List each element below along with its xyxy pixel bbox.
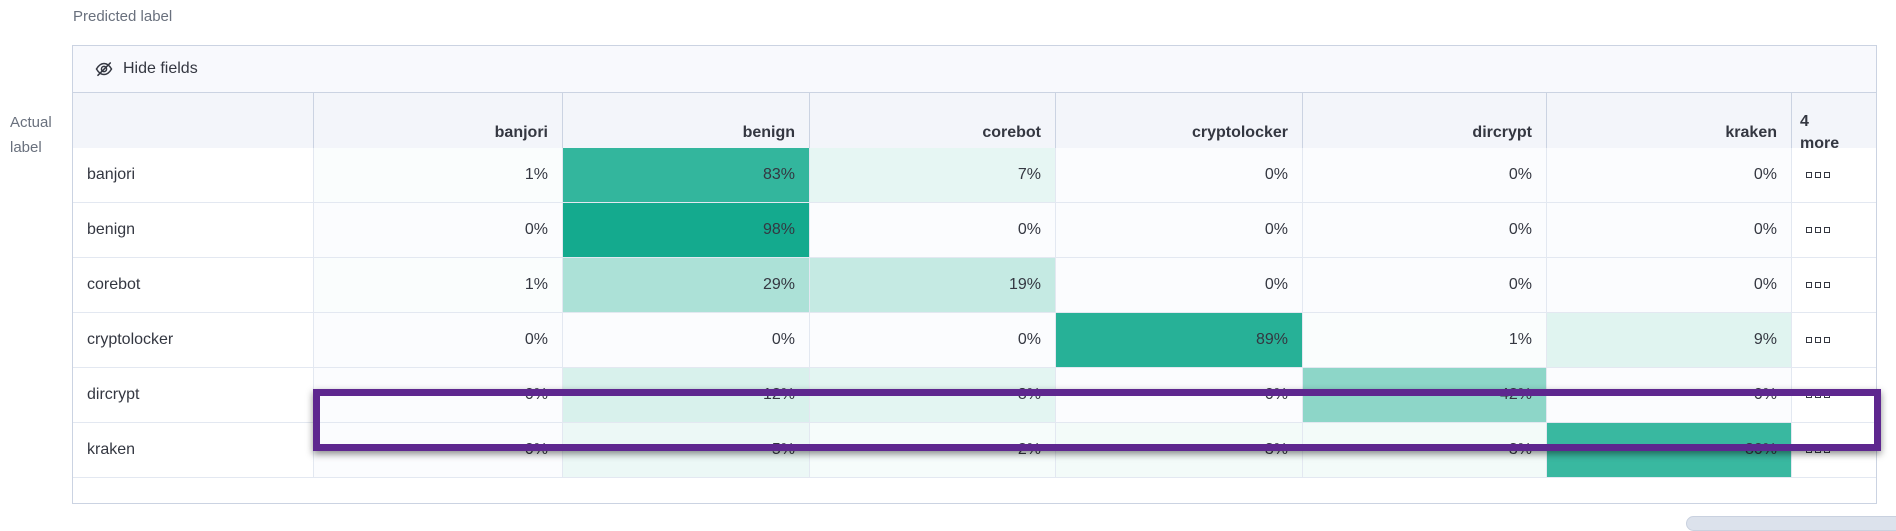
row-actions-button-corebot[interactable] bbox=[1804, 280, 1832, 290]
boxes-horizontal-icon bbox=[1824, 392, 1830, 398]
cell-banjori-cryptolocker[interactable]: 0% bbox=[1055, 148, 1302, 203]
row-label-corebot[interactable]: corebot bbox=[73, 258, 313, 313]
row-label-kraken[interactable]: kraken bbox=[73, 423, 313, 478]
cell-cryptolocker-benign[interactable]: 0% bbox=[562, 313, 809, 368]
cell-corebot-kraken[interactable]: 0% bbox=[1546, 258, 1791, 313]
row-label-banjori[interactable]: banjori bbox=[73, 148, 313, 203]
boxes-horizontal-icon bbox=[1815, 337, 1821, 343]
predicted-label-axis-title: Predicted label bbox=[73, 8, 173, 25]
cell-cryptolocker-dircrypt[interactable]: 1% bbox=[1302, 313, 1546, 368]
boxes-horizontal-icon bbox=[1806, 172, 1812, 178]
cell-cryptolocker-corebot[interactable]: 0% bbox=[809, 313, 1055, 368]
row-more-cell-dircrypt bbox=[1791, 368, 1876, 423]
boxes-horizontal-icon bbox=[1806, 447, 1812, 453]
cell-dircrypt-banjori[interactable]: 0% bbox=[313, 368, 562, 423]
cell-banjori-banjori[interactable]: 1% bbox=[313, 148, 562, 203]
row-actions-button-kraken[interactable] bbox=[1804, 445, 1832, 455]
cell-kraken-kraken[interactable]: 80% bbox=[1546, 423, 1791, 478]
cell-benign-corebot[interactable]: 0% bbox=[809, 203, 1055, 258]
boxes-horizontal-icon bbox=[1815, 392, 1821, 398]
actual-label-line2: label bbox=[10, 139, 42, 156]
cell-kraken-dircrypt[interactable]: 3% bbox=[1302, 423, 1546, 478]
cell-corebot-benign[interactable]: 29% bbox=[562, 258, 809, 313]
row-label-benign[interactable]: benign bbox=[73, 203, 313, 258]
cell-banjori-dircrypt[interactable]: 0% bbox=[1302, 148, 1546, 203]
cell-banjori-corebot[interactable]: 7% bbox=[809, 148, 1055, 203]
cell-corebot-dircrypt[interactable]: 0% bbox=[1302, 258, 1546, 313]
cell-benign-benign[interactable]: 98% bbox=[562, 203, 809, 258]
cell-banjori-kraken[interactable]: 0% bbox=[1546, 148, 1791, 203]
boxes-horizontal-icon bbox=[1806, 282, 1812, 288]
row-label-dircrypt[interactable]: dircrypt bbox=[73, 368, 313, 423]
cell-benign-dircrypt[interactable]: 0% bbox=[1302, 203, 1546, 258]
actual-label-line1: Actual bbox=[10, 114, 52, 131]
cell-benign-cryptolocker[interactable]: 0% bbox=[1055, 203, 1302, 258]
row-more-cell-benign bbox=[1791, 203, 1876, 258]
cell-corebot-cryptolocker[interactable]: 0% bbox=[1055, 258, 1302, 313]
cell-dircrypt-cryptolocker[interactable]: 0% bbox=[1055, 368, 1302, 423]
row-more-cell-banjori bbox=[1791, 148, 1876, 203]
boxes-horizontal-icon bbox=[1815, 227, 1821, 233]
cell-dircrypt-kraken[interactable]: 0% bbox=[1546, 368, 1791, 423]
actual-label-axis-title: Actual label bbox=[10, 110, 62, 160]
cell-corebot-banjori[interactable]: 1% bbox=[313, 258, 562, 313]
confusion-matrix-panel: Hide fields banjori benign corebot cryptolo… bbox=[72, 45, 1877, 504]
cell-dircrypt-corebot[interactable]: 8% bbox=[809, 368, 1055, 423]
cell-benign-kraken[interactable]: 0% bbox=[1546, 203, 1791, 258]
cell-cryptolocker-kraken[interactable]: 9% bbox=[1546, 313, 1791, 368]
hide-fields-button[interactable]: Hide fields bbox=[95, 60, 198, 78]
cell-kraken-banjori[interactable]: 0% bbox=[313, 423, 562, 478]
boxes-horizontal-icon bbox=[1824, 337, 1830, 343]
cell-kraken-benign[interactable]: 5% bbox=[562, 423, 809, 478]
row-actions-button-dircrypt[interactable] bbox=[1804, 390, 1832, 400]
boxes-horizontal-icon bbox=[1824, 282, 1830, 288]
boxes-horizontal-icon bbox=[1806, 227, 1812, 233]
cell-kraken-cryptolocker[interactable]: 3% bbox=[1055, 423, 1302, 478]
cell-cryptolocker-cryptolocker[interactable]: 89% bbox=[1055, 313, 1302, 368]
boxes-horizontal-icon bbox=[1815, 172, 1821, 178]
hide-fields-label: Hide fields bbox=[123, 60, 198, 77]
cell-dircrypt-dircrypt[interactable]: 42% bbox=[1302, 368, 1546, 423]
cell-corebot-corebot[interactable]: 19% bbox=[809, 258, 1055, 313]
cell-banjori-benign[interactable]: 83% bbox=[562, 148, 809, 203]
cell-benign-banjori[interactable]: 0% bbox=[313, 203, 562, 258]
boxes-horizontal-icon bbox=[1806, 337, 1812, 343]
row-actions-button-benign[interactable] bbox=[1804, 225, 1832, 235]
row-more-cell-kraken bbox=[1791, 423, 1876, 478]
more-columns-count: 4 more bbox=[1800, 112, 1840, 152]
boxes-horizontal-icon bbox=[1824, 227, 1830, 233]
boxes-horizontal-icon bbox=[1824, 172, 1830, 178]
cell-dircrypt-benign[interactable]: 12% bbox=[562, 368, 809, 423]
row-label-cryptolocker[interactable]: cryptolocker bbox=[73, 313, 313, 368]
confusion-matrix-grid: banjori benign corebot cryptolocker dircrypt… bbox=[73, 93, 1876, 478]
boxes-horizontal-icon bbox=[1815, 447, 1821, 453]
row-more-cell-corebot bbox=[1791, 258, 1876, 313]
row-actions-button-banjori[interactable] bbox=[1804, 170, 1832, 180]
cell-cryptolocker-banjori[interactable]: 0% bbox=[313, 313, 562, 368]
row-actions-button-cryptolocker[interactable] bbox=[1804, 335, 1832, 345]
eye-closed-icon bbox=[95, 62, 113, 77]
boxes-horizontal-icon bbox=[1806, 392, 1812, 398]
cell-kraken-corebot[interactable]: 2% bbox=[809, 423, 1055, 478]
boxes-horizontal-icon bbox=[1824, 447, 1830, 453]
row-more-cell-cryptolocker bbox=[1791, 313, 1876, 368]
boxes-horizontal-icon bbox=[1815, 282, 1821, 288]
grid-toolbar: Hide fields bbox=[73, 46, 1876, 93]
